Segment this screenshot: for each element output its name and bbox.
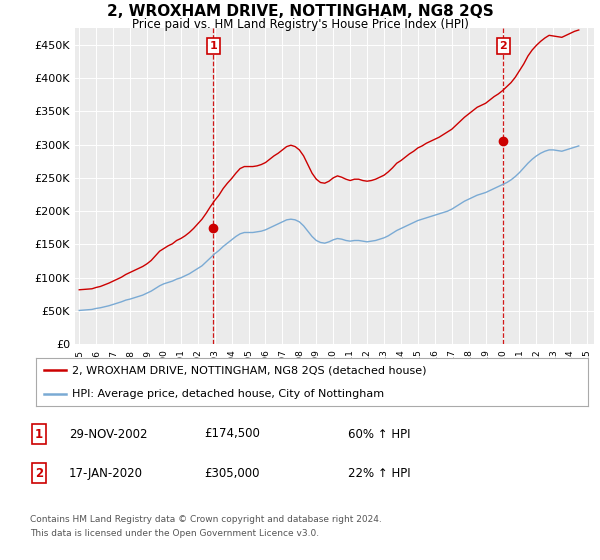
Text: £305,000: £305,000 bbox=[204, 466, 260, 480]
Text: 2: 2 bbox=[35, 466, 43, 480]
Text: 22% ↑ HPI: 22% ↑ HPI bbox=[348, 466, 410, 480]
Text: 2, WROXHAM DRIVE, NOTTINGHAM, NG8 2QS: 2, WROXHAM DRIVE, NOTTINGHAM, NG8 2QS bbox=[107, 4, 493, 20]
Text: 2: 2 bbox=[499, 41, 507, 51]
Text: Price paid vs. HM Land Registry's House Price Index (HPI): Price paid vs. HM Land Registry's House … bbox=[131, 18, 469, 31]
Text: 60% ↑ HPI: 60% ↑ HPI bbox=[348, 427, 410, 441]
Text: 1: 1 bbox=[35, 427, 43, 441]
Text: £174,500: £174,500 bbox=[204, 427, 260, 441]
Text: Contains HM Land Registry data © Crown copyright and database right 2024.: Contains HM Land Registry data © Crown c… bbox=[30, 515, 382, 524]
Text: 1: 1 bbox=[209, 41, 217, 51]
Text: 17-JAN-2020: 17-JAN-2020 bbox=[69, 466, 143, 480]
Text: 2, WROXHAM DRIVE, NOTTINGHAM, NG8 2QS (detached house): 2, WROXHAM DRIVE, NOTTINGHAM, NG8 2QS (d… bbox=[72, 365, 427, 375]
Text: HPI: Average price, detached house, City of Nottingham: HPI: Average price, detached house, City… bbox=[72, 389, 384, 399]
Text: This data is licensed under the Open Government Licence v3.0.: This data is licensed under the Open Gov… bbox=[30, 529, 319, 538]
Text: 29-NOV-2002: 29-NOV-2002 bbox=[69, 427, 148, 441]
